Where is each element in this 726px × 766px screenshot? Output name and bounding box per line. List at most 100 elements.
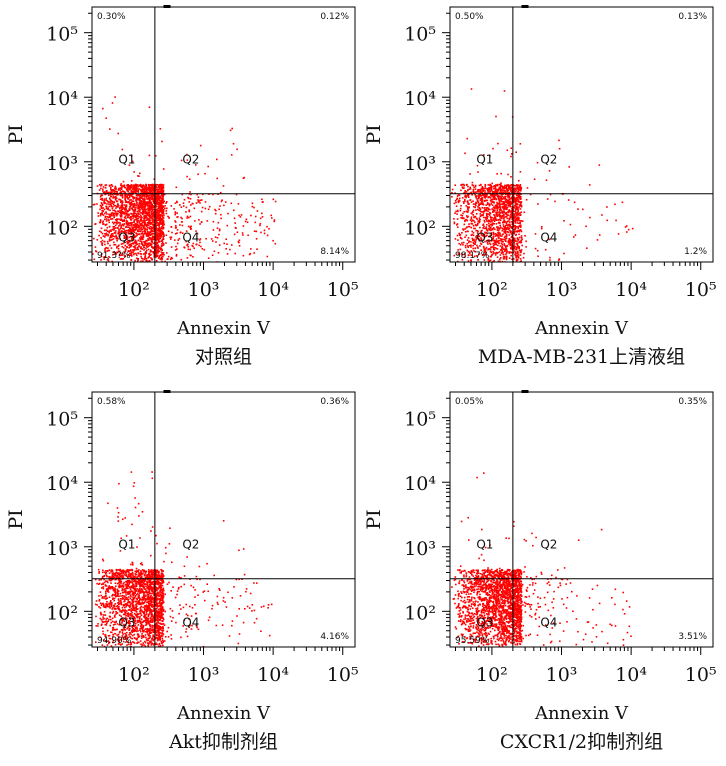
event-dot-q3 [160, 214, 163, 216]
event-dot-q3 [115, 237, 118, 240]
event-dot-q1 [102, 107, 104, 110]
event-dot-q3 [140, 247, 142, 249]
event-dot-q4 [213, 250, 216, 253]
event-dot-q3 [143, 258, 146, 261]
event-dot-q3 [149, 207, 152, 209]
event-dot-q3 [508, 196, 511, 198]
event-dot-q3 [499, 183, 502, 186]
event-dot-q1 [503, 90, 506, 92]
event-dot-q3 [148, 186, 151, 188]
event-dot-q3 [110, 184, 113, 186]
event-dot-q3 [464, 246, 467, 249]
event-dot-q3 [497, 206, 499, 209]
event-dot-q3 [104, 218, 106, 221]
event-dot-q3 [123, 220, 125, 222]
event-dot-q4 [259, 224, 261, 227]
event-dot-q4 [606, 206, 608, 208]
event-dot-q3 [462, 243, 464, 246]
event-dot-q1 [110, 188, 112, 191]
event-dot-q4 [242, 225, 245, 227]
event-dot-q3 [516, 237, 519, 240]
event-dot-q3 [148, 212, 151, 214]
event-dot-q3 [485, 251, 487, 254]
event-dot-q3 [513, 190, 516, 192]
event-dot-q3 [516, 198, 519, 201]
event-dot-q4 [238, 239, 241, 242]
event-dot-q3 [106, 629, 109, 632]
event-dot-q4 [233, 209, 235, 212]
event-dot-q3 [455, 201, 457, 204]
event-dot-q3 [510, 187, 513, 190]
event-dot-q3 [153, 256, 155, 258]
event-dot-q4 [155, 220, 157, 222]
event-dot-q3 [114, 227, 117, 229]
event-dot-q3 [150, 210, 153, 213]
event-dot-q3 [470, 250, 472, 252]
event-dot-q3 [504, 239, 507, 242]
event-dot-q1 [492, 193, 494, 196]
event-dot-q3 [134, 259, 136, 262]
event-dot-q3 [125, 209, 128, 212]
event-dot-q3 [93, 258, 96, 261]
event-dot-q3 [139, 218, 142, 221]
event-dot-q3 [129, 203, 131, 205]
event-dot-q3 [487, 213, 489, 215]
event-dot-q3 [493, 202, 495, 204]
event-dot-q4 [522, 256, 525, 259]
event-dot-q3 [111, 200, 114, 203]
event-dot-q4 [250, 248, 252, 250]
event-dot-q2 [202, 193, 204, 196]
event-dot-q2 [230, 154, 233, 156]
event-dot-q3 [117, 206, 119, 208]
event-dot-q4 [156, 198, 158, 201]
event-dot-q3 [467, 215, 469, 218]
event-dot-q4 [214, 212, 217, 215]
event-dot-q3 [136, 247, 139, 249]
event-dot-q3 [150, 184, 153, 186]
event-dot-q3 [129, 252, 131, 255]
event-dot-q3 [490, 246, 492, 248]
event-dot-q4 [163, 207, 166, 210]
event-dot-q3 [105, 220, 108, 222]
event-dot-q3 [108, 604, 111, 606]
event-dot-q3 [471, 230, 473, 233]
event-dot-q3 [101, 197, 103, 200]
event-dot-q3 [503, 208, 506, 210]
event-dot-q3 [135, 199, 137, 202]
event-dot-q4 [157, 196, 159, 198]
event-dot-q3 [147, 620, 149, 622]
event-dot-q3 [463, 187, 465, 189]
event-dot-q3 [148, 588, 151, 591]
event-dot-q3 [158, 195, 161, 198]
event-dot-q4 [157, 229, 159, 232]
event-dot-q3 [496, 207, 499, 210]
event-dot-q3 [129, 250, 131, 252]
event-dot-q4 [200, 221, 203, 224]
event-dot-q3 [461, 183, 463, 186]
event-dot-q3 [144, 199, 146, 201]
event-dot-q3 [149, 200, 151, 202]
event-dot-q3 [513, 241, 515, 243]
event-dot-q3 [487, 243, 489, 245]
event-dot-q3 [136, 203, 138, 206]
event-dot-q3 [106, 644, 109, 646]
event-dot-q4 [558, 258, 561, 260]
event-dot-q3 [140, 235, 142, 238]
event-dot-q3 [106, 247, 108, 249]
event-dot-q3 [489, 199, 492, 202]
event-dot-q3 [504, 193, 507, 196]
event-dot-q3 [493, 214, 495, 216]
event-dot-q1 [506, 149, 509, 152]
quadrant-name-q3: Q3 [118, 231, 135, 245]
event-dot-q3 [505, 228, 508, 231]
event-dot-q3 [123, 251, 126, 254]
event-dot-q3 [119, 189, 121, 192]
event-dot-q4 [169, 236, 171, 239]
event-dot-q3 [494, 235, 497, 237]
event-dot-q3 [487, 220, 489, 223]
event-dot-q3 [124, 250, 126, 253]
event-dot-q4 [163, 214, 165, 217]
event-dot-q3 [134, 247, 136, 249]
event-dot-q3 [122, 591, 125, 594]
